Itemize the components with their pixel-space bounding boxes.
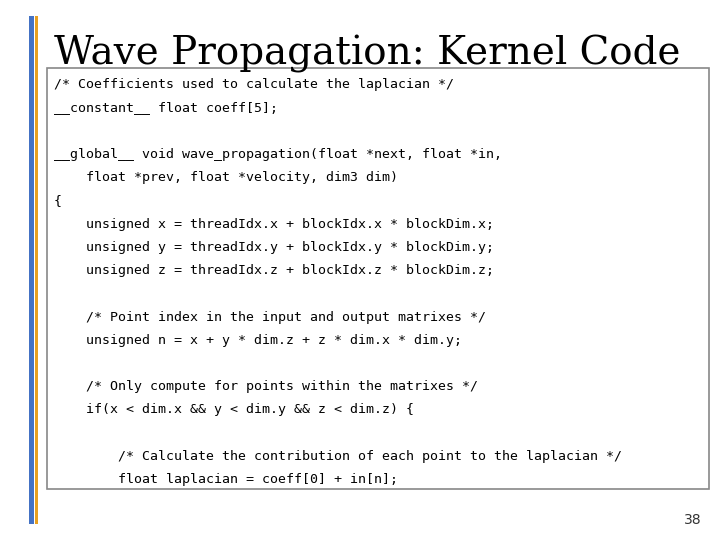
Bar xyxy=(35,16,38,524)
Text: /* Calculate the contribution of each point to the laplacian */: /* Calculate the contribution of each po… xyxy=(54,450,622,463)
Text: {: { xyxy=(54,194,62,207)
Text: /* Coefficients used to calculate the laplacian */: /* Coefficients used to calculate the la… xyxy=(54,78,454,91)
Text: unsigned n = x + y * dim.z + z * dim.x * dim.y;: unsigned n = x + y * dim.z + z * dim.x *… xyxy=(54,334,462,347)
Text: if(x < dim.x && y < dim.y && z < dim.z) {: if(x < dim.x && y < dim.y && z < dim.z) … xyxy=(54,403,414,416)
Bar xyxy=(47,68,709,489)
Bar xyxy=(29,16,34,524)
Text: /* Point index in the input and output matrixes */: /* Point index in the input and output m… xyxy=(54,310,486,323)
Text: unsigned x = threadIdx.x + blockIdx.x * blockDim.x;: unsigned x = threadIdx.x + blockIdx.x * … xyxy=(54,218,494,231)
Text: unsigned z = threadIdx.z + blockIdx.z * blockDim.z;: unsigned z = threadIdx.z + blockIdx.z * … xyxy=(54,264,494,277)
Text: 38: 38 xyxy=(685,512,702,526)
Text: unsigned y = threadIdx.y + blockIdx.y * blockDim.y;: unsigned y = threadIdx.y + blockIdx.y * … xyxy=(54,241,494,254)
Text: __global__ void wave_propagation(float *next, float *in,: __global__ void wave_propagation(float *… xyxy=(54,148,502,161)
Text: float *prev, float *velocity, dim3 dim): float *prev, float *velocity, dim3 dim) xyxy=(54,171,398,184)
Text: Wave Propagation: Kernel Code: Wave Propagation: Kernel Code xyxy=(54,35,680,73)
Text: /* Only compute for points within the matrixes */: /* Only compute for points within the ma… xyxy=(54,380,478,393)
Text: __constant__ float coeff[5];: __constant__ float coeff[5]; xyxy=(54,102,278,114)
Text: float laplacian = coeff[0] + in[n];: float laplacian = coeff[0] + in[n]; xyxy=(54,473,398,486)
